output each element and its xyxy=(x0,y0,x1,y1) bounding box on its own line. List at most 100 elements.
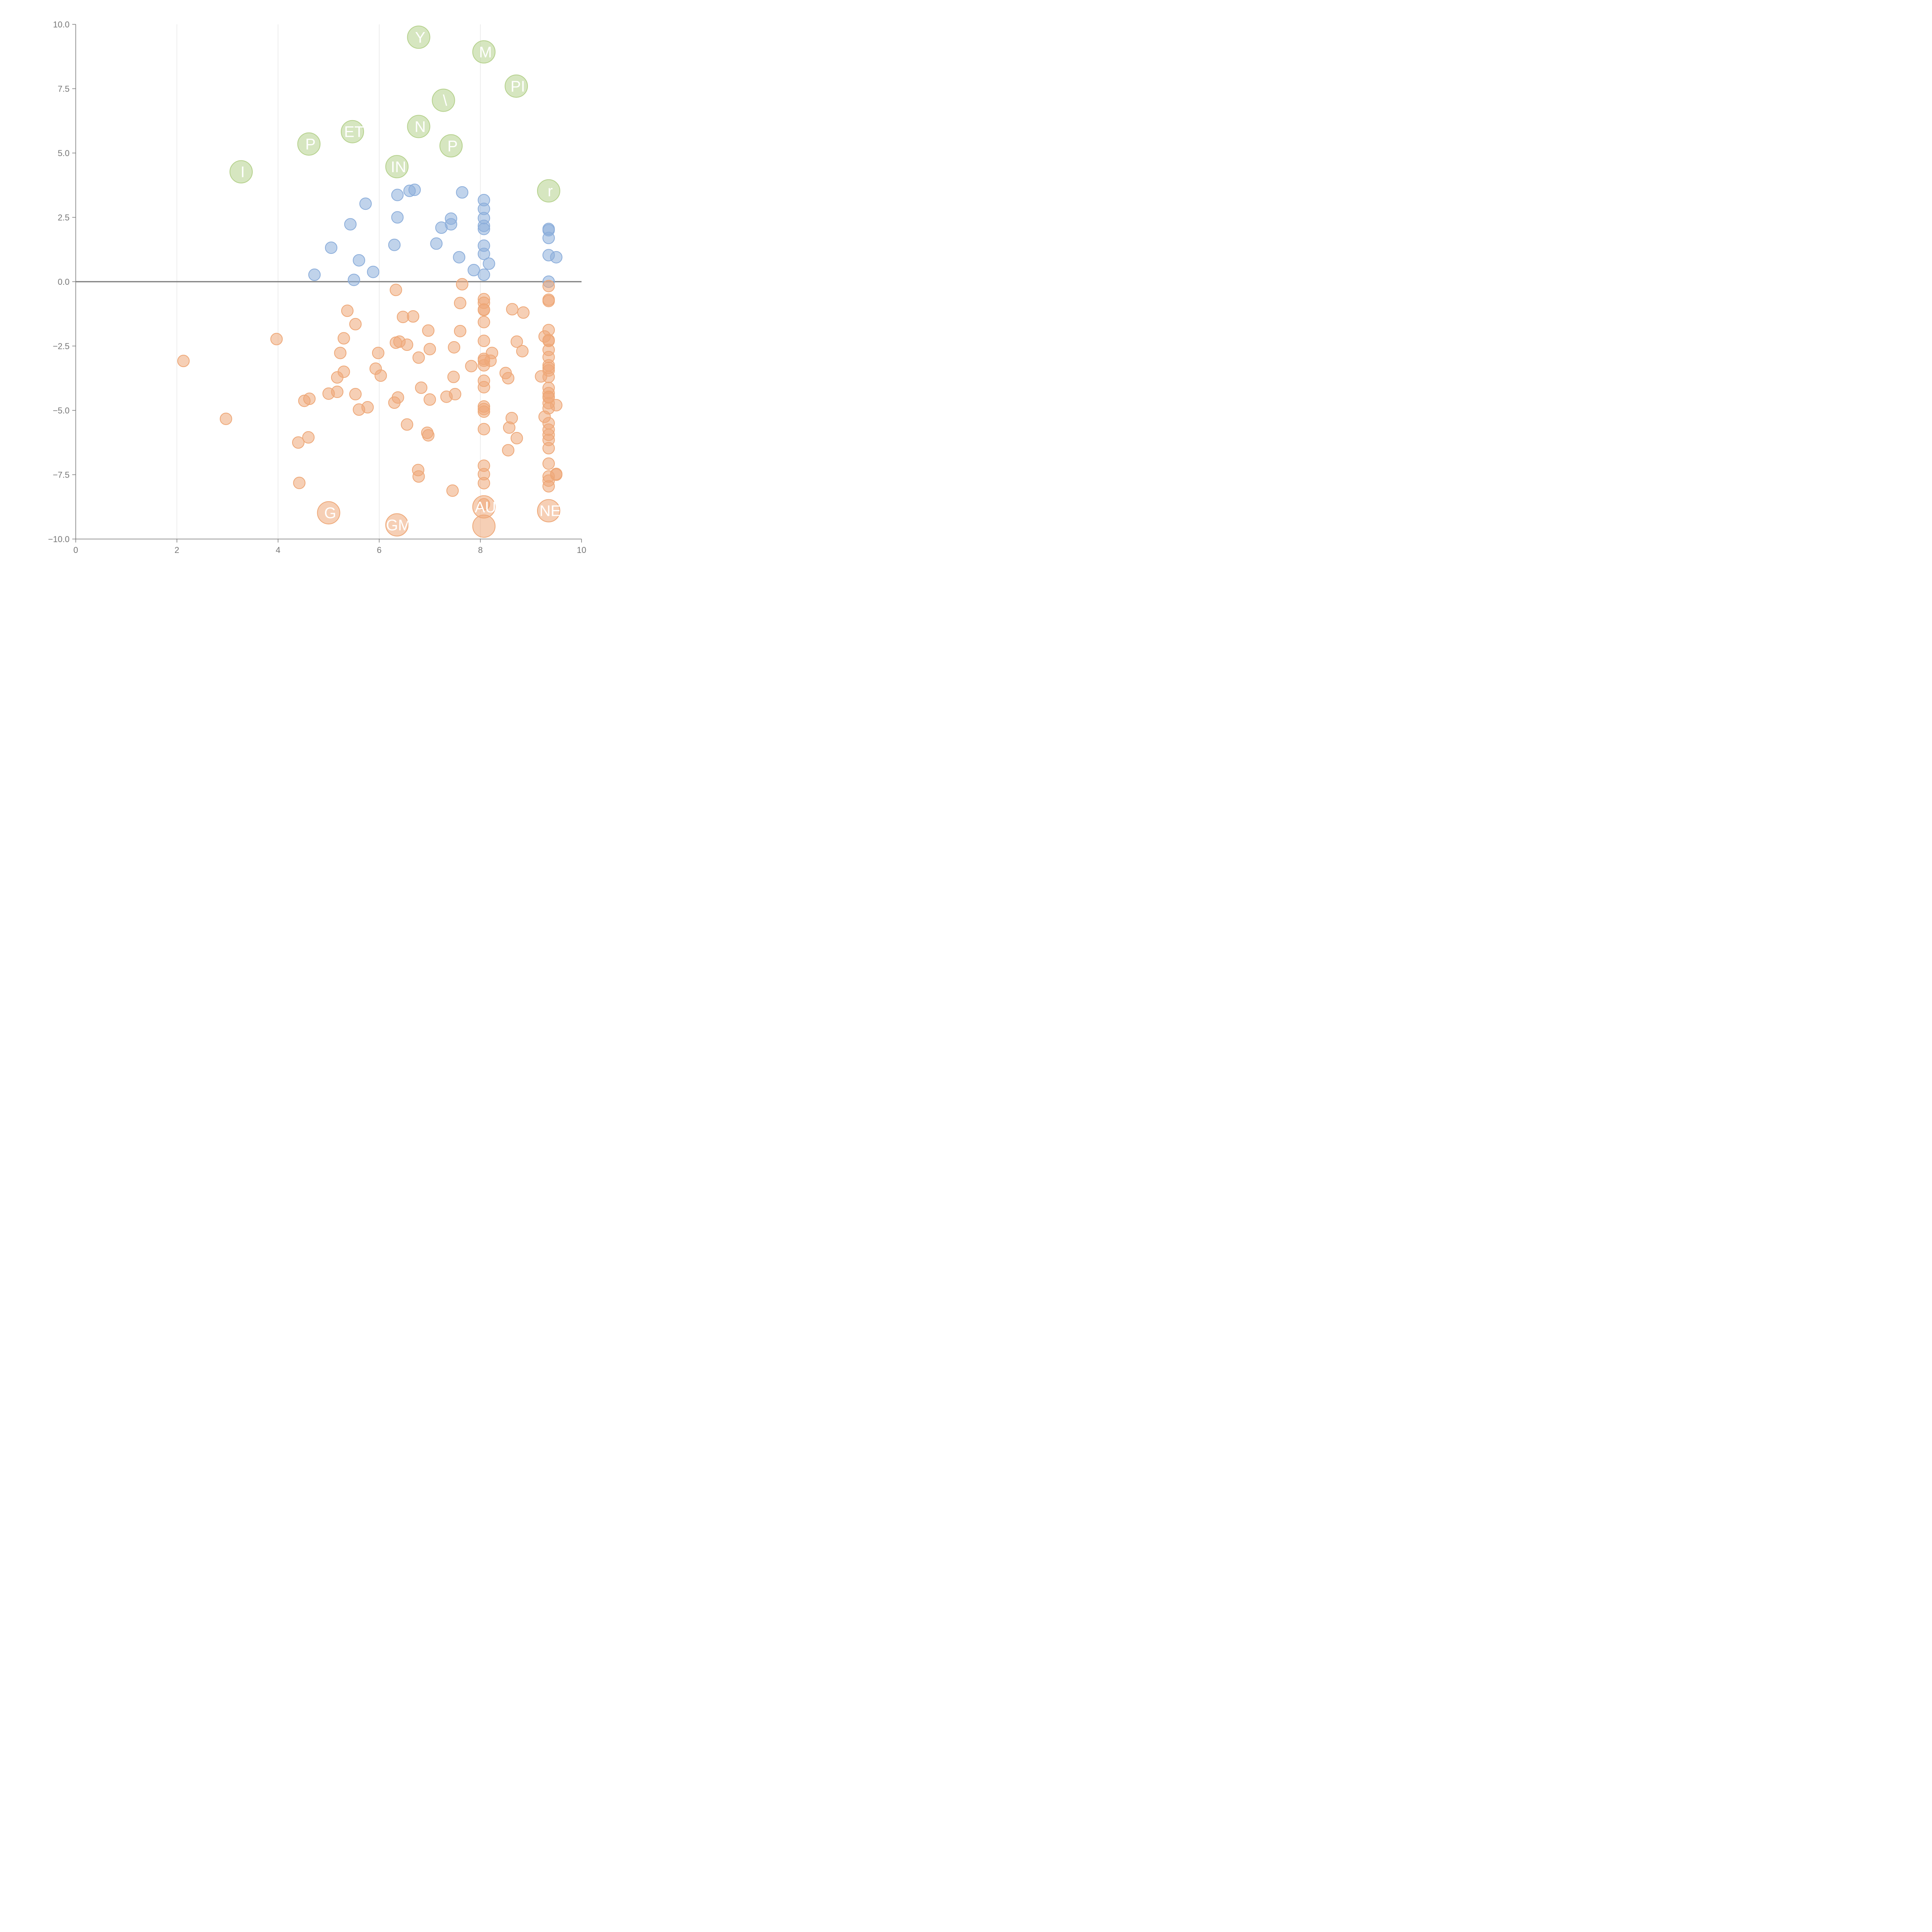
data-point xyxy=(401,418,413,431)
bubble xyxy=(385,155,409,179)
x-tick-label: 6 xyxy=(377,545,381,555)
y-tick-label: −7.5 xyxy=(53,470,70,480)
data-point xyxy=(510,432,523,444)
data-point xyxy=(510,335,523,348)
data-point xyxy=(542,442,555,454)
data-point xyxy=(550,251,563,264)
data-point xyxy=(446,484,459,497)
bubble-label: r xyxy=(548,183,553,200)
data-point xyxy=(542,480,555,493)
x-tick-label: 10 xyxy=(577,545,586,555)
bubble xyxy=(472,40,496,64)
data-point xyxy=(516,345,529,357)
bubble-label: Y xyxy=(415,29,425,46)
data-point xyxy=(517,306,530,319)
scatter-chart: 0 2 4 6 8 10 10.0 7.5 5.0 2.5 0.0 −2.5 −5.0 −7.5 −10.0… xyxy=(48,20,586,555)
data-point xyxy=(388,238,401,251)
data-point xyxy=(503,421,515,434)
bubble-labels: Y M PI \ N ET P P IN Ir AU NE G GM xyxy=(240,29,561,534)
data-point xyxy=(412,351,425,364)
data-points xyxy=(177,26,563,538)
data-point xyxy=(389,284,402,296)
axis-ticks: 0 2 4 6 8 10 10.0 7.5 5.0 2.5 0.0 −2.5 −5.0 −7.5 −10.0 xyxy=(48,20,586,555)
bubble xyxy=(385,513,409,537)
bubble-label: G xyxy=(324,505,336,522)
data-point xyxy=(374,369,387,382)
data-point xyxy=(478,316,490,328)
bubble xyxy=(297,132,321,156)
bubble-label: NE xyxy=(539,503,561,520)
bubble xyxy=(407,115,430,138)
bubble xyxy=(432,88,455,112)
data-point xyxy=(347,274,360,286)
data-point xyxy=(322,387,335,400)
data-point xyxy=(542,231,555,244)
data-point xyxy=(422,429,435,442)
bubble-label: PI xyxy=(510,78,525,95)
data-point xyxy=(388,396,401,409)
data-point xyxy=(478,269,490,281)
data-point xyxy=(478,477,490,490)
y-tick-label: −2.5 xyxy=(53,342,70,351)
data-point xyxy=(344,218,357,231)
data-point xyxy=(542,294,555,307)
bubble-label: P xyxy=(447,138,458,155)
data-point xyxy=(502,444,515,457)
y-tick-label: 5.0 xyxy=(58,148,70,158)
x-tick-label: 4 xyxy=(276,545,280,555)
data-point xyxy=(448,341,461,354)
x-tick-label: 8 xyxy=(478,545,483,555)
data-point xyxy=(412,470,425,483)
data-point xyxy=(478,423,490,435)
data-point xyxy=(401,338,413,351)
bubble-label: M xyxy=(479,44,492,61)
bubble-label: \ xyxy=(443,92,447,109)
y-tick-label: −5.0 xyxy=(53,406,70,415)
data-point xyxy=(359,197,372,210)
bubble xyxy=(341,120,364,143)
data-point xyxy=(331,371,344,384)
bubble-label: P xyxy=(305,136,316,153)
data-point xyxy=(542,457,555,470)
data-point xyxy=(454,325,466,337)
data-point xyxy=(456,278,469,291)
data-point xyxy=(391,211,404,224)
data-point xyxy=(293,476,306,489)
y-tick-label: 0.0 xyxy=(58,277,70,287)
data-point xyxy=(407,310,420,323)
data-point xyxy=(456,186,469,199)
data-point xyxy=(465,360,478,372)
data-point xyxy=(391,189,404,201)
bubble-label: ET xyxy=(344,124,364,141)
bubble xyxy=(537,179,560,202)
bubble xyxy=(317,501,340,525)
bubble xyxy=(407,26,430,49)
data-point xyxy=(415,381,428,394)
data-point xyxy=(542,280,555,293)
bubble-label: AU xyxy=(475,499,497,516)
data-point xyxy=(468,264,480,277)
data-point xyxy=(219,412,232,425)
data-point xyxy=(447,371,460,383)
bubble-label: IN xyxy=(391,158,406,175)
data-point xyxy=(270,333,283,345)
data-point xyxy=(502,372,515,384)
y-tick-label: 7.5 xyxy=(58,84,70,94)
data-point xyxy=(440,390,453,403)
x-tick-label: 0 xyxy=(73,545,78,555)
data-point xyxy=(423,343,436,355)
data-point xyxy=(422,324,435,337)
data-point xyxy=(483,257,495,270)
data-point xyxy=(337,332,350,345)
data-point xyxy=(341,304,354,317)
data-point xyxy=(478,405,490,418)
bubble-label: I xyxy=(240,164,245,181)
data-point xyxy=(542,371,555,383)
x-tick-label: 2 xyxy=(175,545,179,555)
data-point xyxy=(372,347,384,359)
data-point xyxy=(506,303,519,316)
data-point xyxy=(349,388,362,401)
data-point xyxy=(177,355,190,367)
bubble xyxy=(439,134,463,158)
data-point xyxy=(325,242,338,254)
